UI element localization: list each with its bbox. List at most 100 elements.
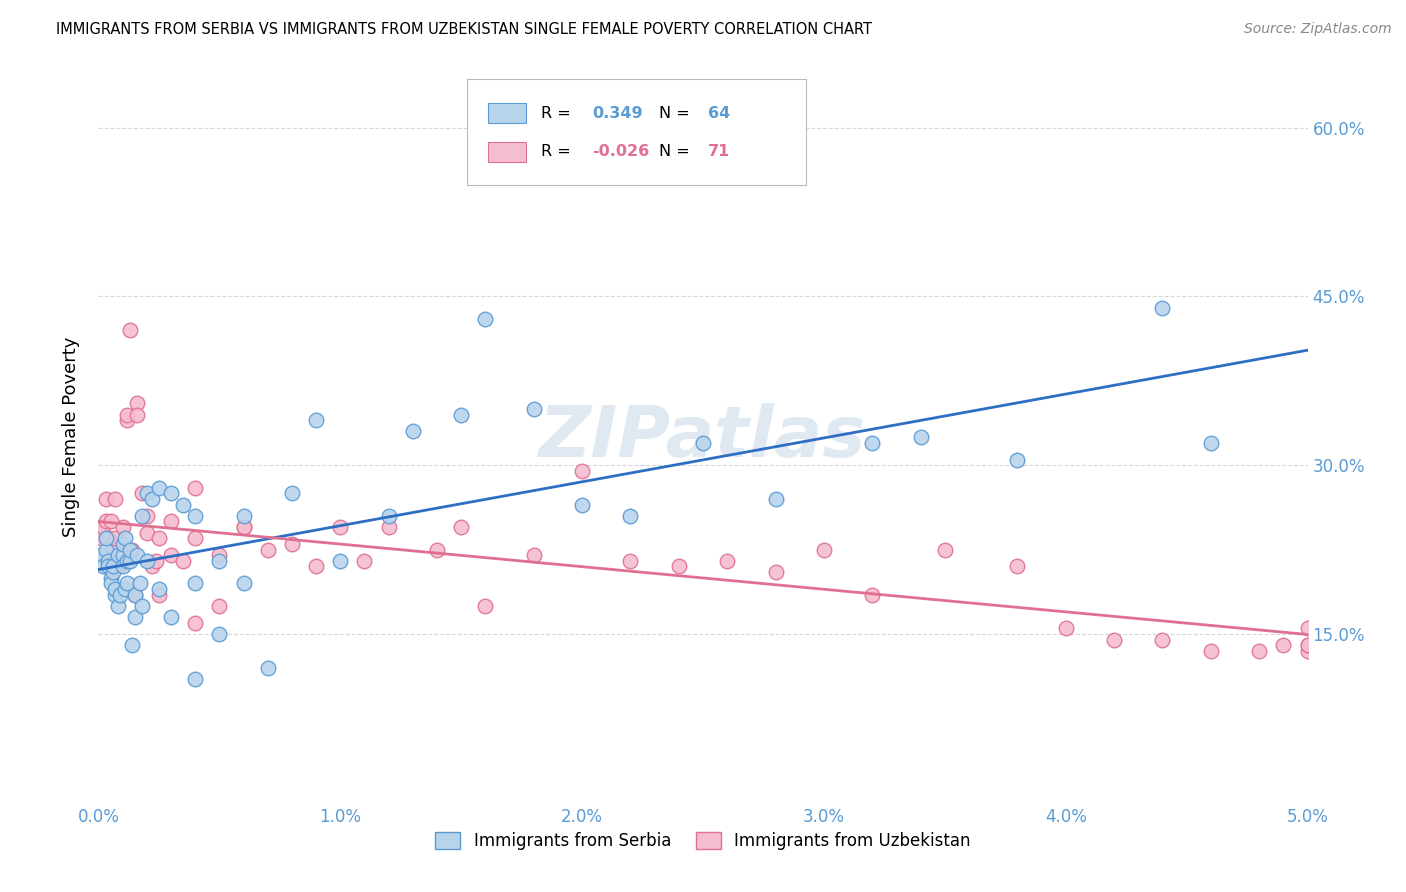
Point bbox=[860, 588, 883, 602]
Point bbox=[141, 559, 163, 574]
Point bbox=[101, 554, 124, 568]
Text: 71: 71 bbox=[707, 145, 730, 160]
Point bbox=[131, 508, 153, 523]
Text: 0.349: 0.349 bbox=[592, 105, 643, 120]
Point bbox=[256, 542, 278, 557]
FancyBboxPatch shape bbox=[467, 78, 806, 185]
Point bbox=[1296, 638, 1319, 652]
Point bbox=[184, 532, 207, 546]
Text: R =: R = bbox=[541, 105, 571, 120]
Point bbox=[184, 672, 207, 686]
Point bbox=[90, 532, 112, 546]
Point bbox=[97, 559, 120, 574]
Point bbox=[97, 532, 120, 546]
Point bbox=[377, 520, 399, 534]
Point bbox=[118, 323, 141, 337]
Point bbox=[101, 559, 124, 574]
FancyBboxPatch shape bbox=[488, 103, 526, 123]
Point bbox=[127, 548, 149, 562]
Point bbox=[523, 401, 546, 416]
Point bbox=[127, 408, 149, 422]
Point bbox=[765, 565, 787, 579]
Point bbox=[135, 525, 157, 540]
Point bbox=[111, 554, 134, 568]
Point bbox=[127, 396, 149, 410]
Point bbox=[256, 661, 278, 675]
Point bbox=[124, 588, 146, 602]
Point bbox=[619, 554, 641, 568]
Point bbox=[281, 537, 304, 551]
Point bbox=[111, 537, 134, 551]
Point bbox=[716, 554, 738, 568]
FancyBboxPatch shape bbox=[488, 142, 526, 162]
Point bbox=[184, 576, 207, 591]
Point bbox=[117, 576, 139, 591]
Point bbox=[124, 588, 146, 602]
Point bbox=[91, 520, 114, 534]
Point bbox=[619, 508, 641, 523]
Point bbox=[100, 559, 122, 574]
Point bbox=[172, 554, 194, 568]
Point bbox=[353, 554, 375, 568]
Point bbox=[104, 588, 127, 602]
Point bbox=[1102, 632, 1125, 647]
Point bbox=[172, 498, 194, 512]
Point bbox=[114, 532, 136, 546]
Point bbox=[692, 435, 714, 450]
Point bbox=[114, 554, 136, 568]
Point bbox=[208, 599, 231, 613]
Point bbox=[813, 542, 835, 557]
Point bbox=[934, 542, 956, 557]
Point bbox=[135, 486, 157, 500]
Point bbox=[1152, 632, 1174, 647]
Point bbox=[100, 515, 122, 529]
Point bbox=[107, 599, 129, 613]
Point bbox=[232, 520, 254, 534]
Point bbox=[118, 554, 141, 568]
Point bbox=[474, 599, 496, 613]
Point bbox=[111, 559, 134, 574]
Point bbox=[1152, 301, 1174, 315]
Point bbox=[860, 435, 883, 450]
Point bbox=[1296, 621, 1319, 635]
Point bbox=[232, 576, 254, 591]
Text: -0.026: -0.026 bbox=[592, 145, 650, 160]
Point bbox=[1296, 638, 1319, 652]
Point bbox=[104, 532, 127, 546]
Point bbox=[141, 491, 163, 506]
Point bbox=[148, 532, 170, 546]
Point bbox=[329, 554, 352, 568]
Point bbox=[1199, 644, 1222, 658]
Point bbox=[91, 559, 114, 574]
Text: IMMIGRANTS FROM SERBIA VS IMMIGRANTS FROM UZBEKISTAN SINGLE FEMALE POVERTY CORRE: IMMIGRANTS FROM SERBIA VS IMMIGRANTS FRO… bbox=[56, 22, 872, 37]
Point bbox=[1007, 452, 1029, 467]
Point bbox=[450, 408, 472, 422]
Text: R =: R = bbox=[541, 145, 571, 160]
Text: ZIPatlas: ZIPatlas bbox=[540, 402, 866, 472]
Point bbox=[94, 491, 117, 506]
Point bbox=[135, 554, 157, 568]
Point bbox=[94, 532, 117, 546]
Point bbox=[305, 413, 328, 427]
Point bbox=[450, 520, 472, 534]
Point bbox=[765, 491, 787, 506]
Point bbox=[107, 548, 129, 562]
Point bbox=[117, 413, 139, 427]
Point bbox=[135, 508, 157, 523]
Point bbox=[101, 542, 124, 557]
Point bbox=[131, 599, 153, 613]
Point bbox=[121, 638, 143, 652]
Point bbox=[97, 554, 120, 568]
Point bbox=[107, 559, 129, 574]
Point bbox=[426, 542, 449, 557]
Point bbox=[160, 548, 183, 562]
Text: N =: N = bbox=[659, 145, 690, 160]
Point bbox=[97, 554, 120, 568]
Point bbox=[523, 548, 546, 562]
Point bbox=[101, 565, 124, 579]
Point bbox=[1199, 435, 1222, 450]
Text: Source: ZipAtlas.com: Source: ZipAtlas.com bbox=[1244, 22, 1392, 37]
Point bbox=[131, 486, 153, 500]
Point bbox=[108, 588, 131, 602]
Point bbox=[160, 610, 183, 624]
